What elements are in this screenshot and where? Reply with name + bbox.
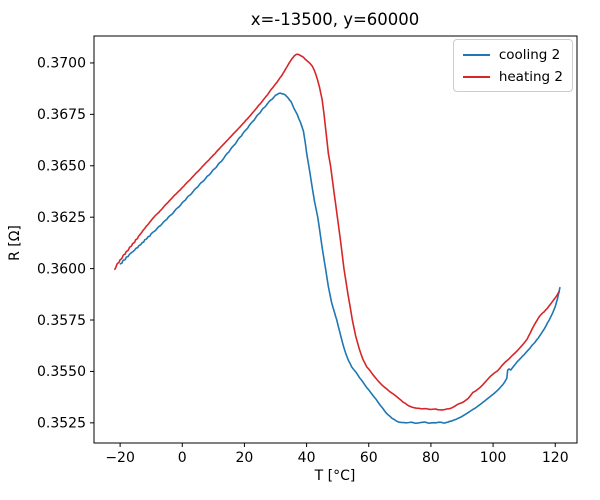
series-line-cooling-2 <box>119 92 561 425</box>
x-tick-label: 40 <box>298 450 316 466</box>
x-tick-label: 0 <box>178 450 187 466</box>
x-tick-label: 60 <box>360 450 378 466</box>
legend-line-sample-heating <box>462 75 490 78</box>
legend-item-heating-2: heating 2 <box>462 67 563 86</box>
x-tick-label: 120 <box>542 450 569 466</box>
y-tick-label: 0.3550 <box>37 364 86 380</box>
x-tick-label: 20 <box>236 450 254 466</box>
y-tick-label: 0.3625 <box>37 210 86 226</box>
plot-frame <box>93 35 578 444</box>
y-tick-label: 0.3650 <box>37 159 86 175</box>
legend-label-heating: heating 2 <box>498 68 563 85</box>
legend: cooling 2 heating 2 <box>452 39 573 92</box>
series-line-heating-2 <box>114 53 561 411</box>
y-axis-label: R [Ω] <box>7 225 23 261</box>
y-tick-label: 0.3600 <box>37 261 86 277</box>
y-tick-label: 0.3575 <box>37 313 86 329</box>
y-tick-label: 0.3675 <box>37 107 86 123</box>
chart-title: x=-13500, y=60000 <box>251 10 420 29</box>
x-tick-label: 100 <box>480 450 507 466</box>
x-tick-label: −20 <box>105 450 135 466</box>
y-tick-label: 0.3525 <box>37 416 86 432</box>
x-axis-label: T [°C] <box>314 468 356 484</box>
legend-line-sample-cooling <box>462 53 490 56</box>
legend-item-cooling-2: cooling 2 <box>462 45 563 64</box>
x-tick-label: 80 <box>422 450 440 466</box>
legend-label-cooling: cooling 2 <box>498 46 561 63</box>
y-tick-label: 0.3700 <box>37 56 86 72</box>
